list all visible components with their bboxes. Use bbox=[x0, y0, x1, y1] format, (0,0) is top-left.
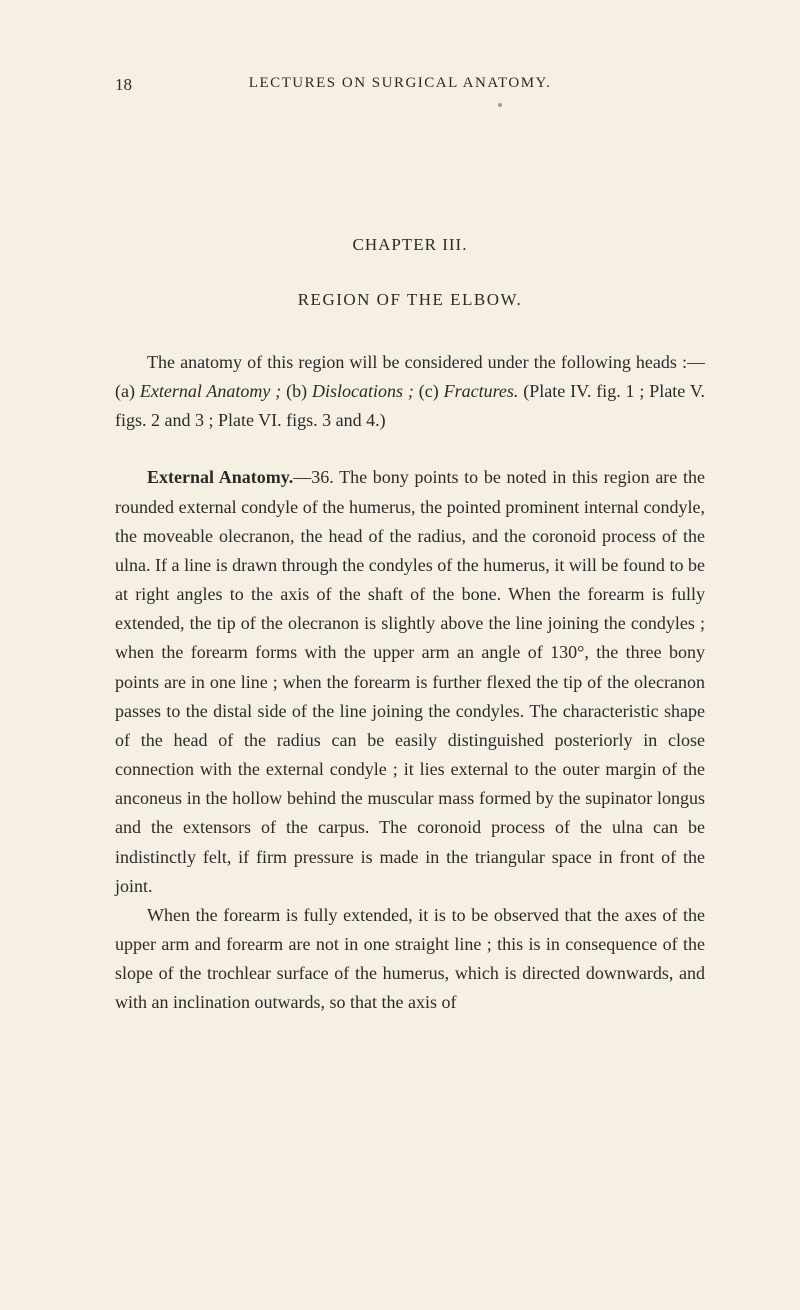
page-foxing-spot bbox=[498, 103, 502, 107]
intro-paragraph: The anatomy of this region will be consi… bbox=[115, 348, 705, 435]
body-text-container: The anatomy of this region will be consi… bbox=[115, 348, 705, 1017]
section-title: REGION OF THE ELBOW. bbox=[115, 290, 705, 310]
paragraph-body-2: When the forearm is fully extended, it i… bbox=[115, 905, 705, 1012]
intro-text-2: (b) bbox=[281, 381, 312, 401]
paragraph-external-anatomy: External Anatomy.—36. The bony points to… bbox=[115, 463, 705, 900]
intro-text-3: (c) bbox=[414, 381, 444, 401]
running-header: LECTURES ON SURGICAL ANATOMY. bbox=[0, 75, 800, 92]
paragraph-forearm-extended: When the forearm is fully extended, it i… bbox=[115, 901, 705, 1018]
intro-italic-2: Dislocations ; bbox=[312, 381, 414, 401]
intro-italic-3: Fractures. bbox=[444, 381, 519, 401]
intro-italic-1: External Anatomy ; bbox=[140, 381, 281, 401]
paragraph-body-1: —36. The bony points to be noted in this… bbox=[115, 467, 705, 895]
paragraph-lead: External Anatomy. bbox=[147, 467, 293, 487]
chapter-heading: CHAPTER III. bbox=[115, 235, 705, 255]
